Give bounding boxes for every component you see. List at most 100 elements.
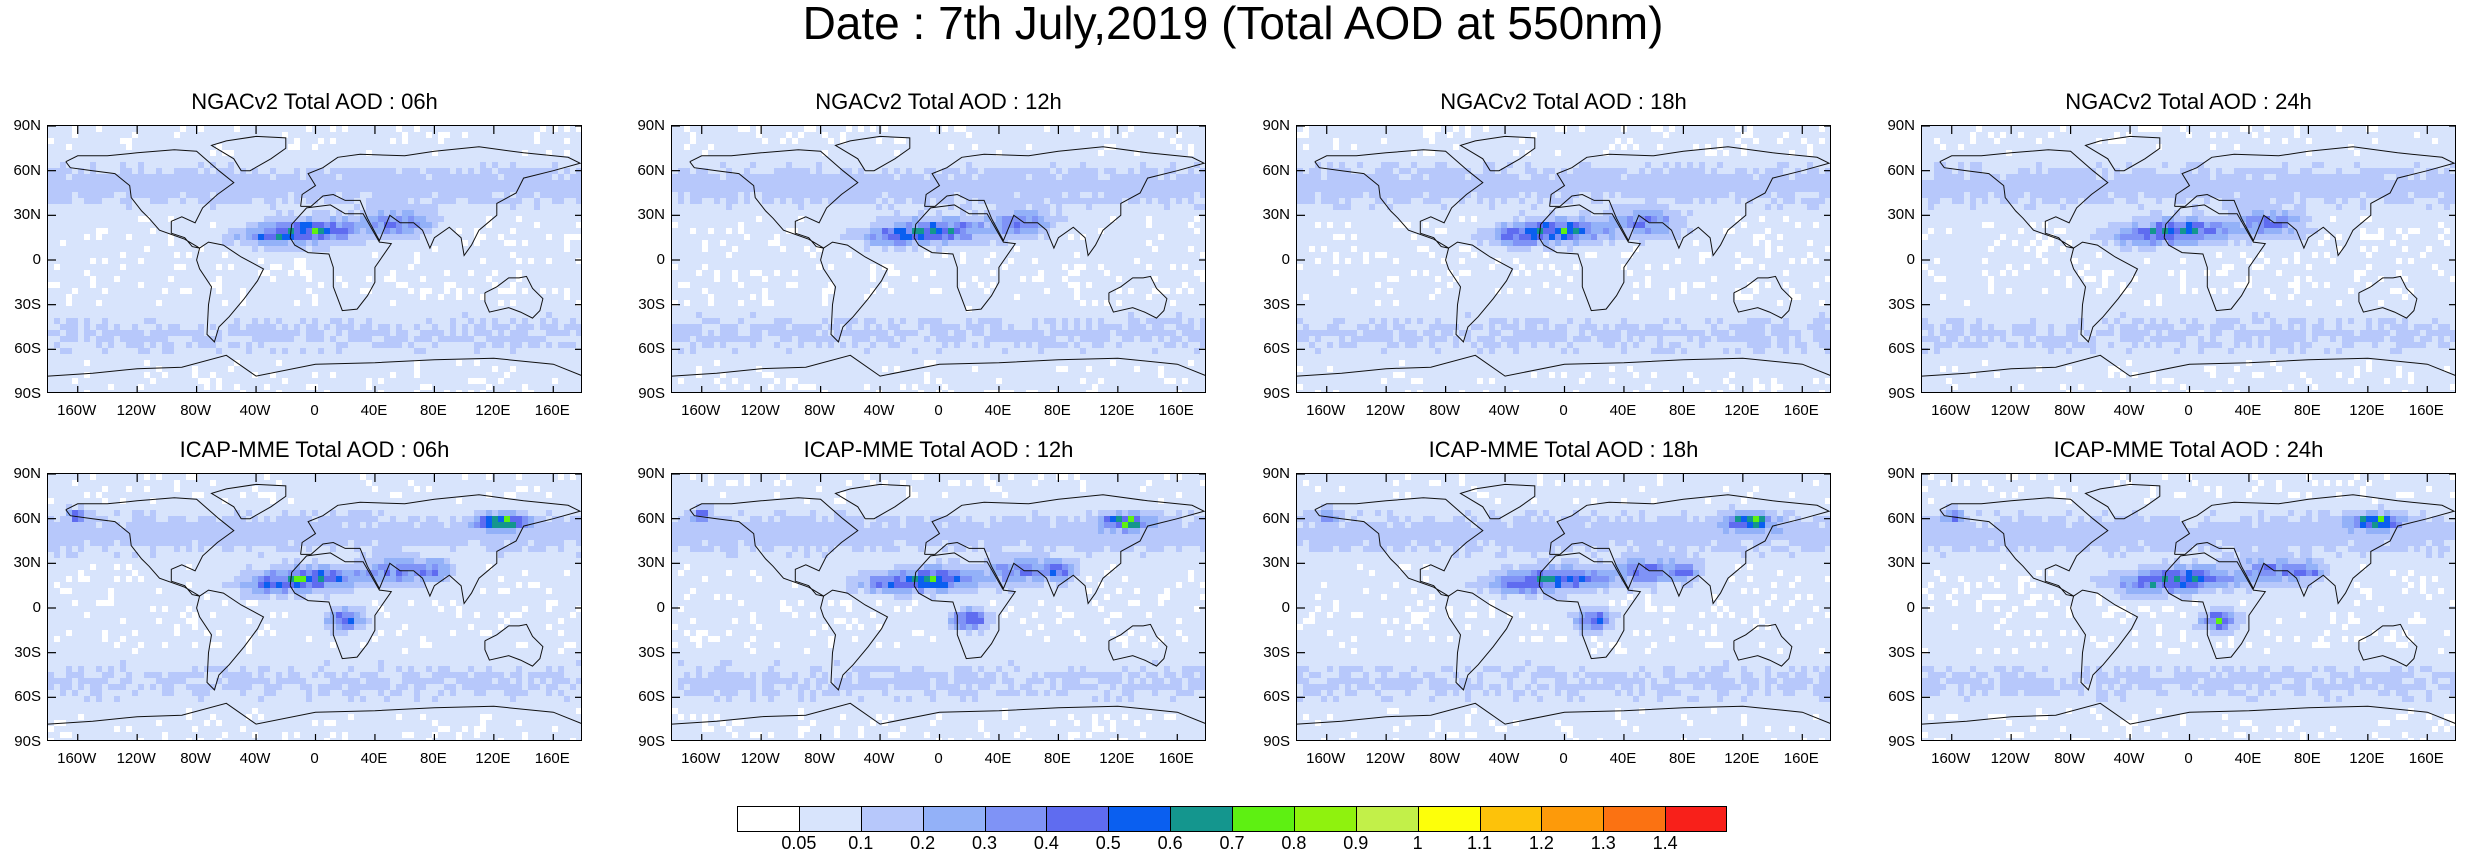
aod-cell [438,174,444,180]
aod-cell [72,210,78,216]
aod-cell [294,246,300,252]
aod-cell [432,360,438,366]
aod-cell [870,174,876,180]
aod-cell [90,150,96,156]
aod-cell [570,270,576,276]
aod-cell [312,234,318,240]
aod-cell [66,330,72,336]
aod-cell [918,180,924,186]
aod-cell [318,204,324,210]
aod-cell [276,366,282,372]
aod-cell [408,180,414,186]
aod-cell [180,360,186,366]
aod-cell [132,294,138,300]
aod-cell [942,150,948,156]
aod-cell [264,198,270,204]
aod-cell [348,246,354,252]
aod-cell [348,222,354,228]
aod-cell [78,174,84,180]
aod-cell [60,318,66,324]
aod-cell [294,228,300,234]
aod-cell [258,234,264,240]
aod-cell [48,180,54,186]
aod-cell [480,288,486,294]
aod-cell [414,276,420,282]
aod-cell [1008,144,1014,150]
aod-cell [78,240,84,246]
aod-cell [108,288,114,294]
aod-cell [1110,198,1116,204]
aod-cell [378,132,384,138]
aod-cell [240,366,246,372]
aod-cell [174,312,180,318]
aod-cell [552,354,558,360]
aod-cell [312,138,318,144]
aod-cell [228,288,234,294]
aod-cell [186,222,192,228]
aod-cell [210,198,216,204]
aod-cell [180,324,186,330]
aod-cell [132,324,138,330]
aod-cell [246,204,252,210]
aod-cell [474,372,480,378]
aod-cell [534,180,540,186]
aod-cell [186,246,192,252]
aod-cell [210,300,216,306]
aod-cell [378,180,384,186]
aod-cell [204,270,210,276]
aod-cell [498,240,504,246]
aod-cell [408,294,414,300]
aod-cell [54,306,60,312]
aod-cell [474,258,480,264]
aod-cell [480,384,486,390]
aod-cell [282,222,288,228]
aod-cell [690,180,696,186]
aod-cell [546,276,552,282]
aod-cell [336,192,342,198]
aod-cell [534,156,540,162]
aod-cell [192,132,198,138]
aod-cell [114,246,120,252]
aod-cell [414,204,420,210]
aod-cell [696,144,702,150]
aod-cell [264,300,270,306]
aod-cell [420,300,426,306]
aod-cell [330,378,336,384]
aod-cell [1044,138,1050,144]
aod-cell [486,330,492,336]
aod-cell [510,234,516,240]
aod-cell [750,180,756,186]
aod-cell [192,324,198,330]
aod-cell [456,126,462,132]
aod-cell [366,330,372,336]
aod-cell [90,228,96,234]
aod-cell [984,144,990,150]
aod-cell [186,192,192,198]
aod-cell [540,210,546,216]
aod-cell [204,210,210,216]
aod-cell [876,186,882,192]
aod-cell [156,354,162,360]
aod-cell [192,282,198,288]
aod-cell [234,228,240,234]
aod-cell [1164,132,1170,138]
aod-cell [456,174,462,180]
aod-cell [450,360,456,366]
aod-cell [978,126,984,132]
aod-cell [528,378,534,384]
aod-cell [348,216,354,222]
aod-cell [72,372,78,378]
aod-cell [240,324,246,330]
aod-cell [942,174,948,180]
aod-cell [276,300,282,306]
aod-cell [174,318,180,324]
aod-cell [306,324,312,330]
aod-cell [306,174,312,180]
aod-cell [768,144,774,150]
aod-cell [156,198,162,204]
aod-cell [342,234,348,240]
aod-cell [672,204,678,210]
aod-cell [300,306,306,312]
aod-cell [1026,180,1032,186]
aod-cell [162,264,168,270]
